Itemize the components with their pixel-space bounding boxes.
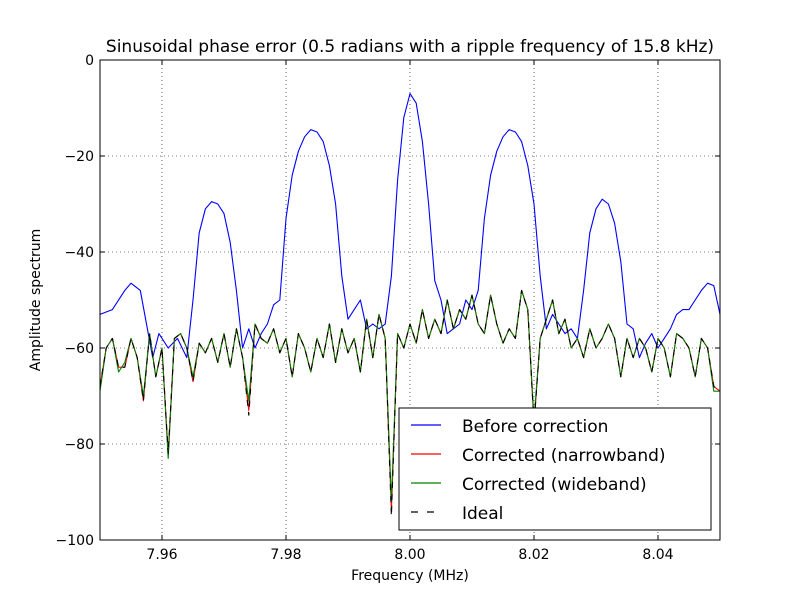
legend-label-1: Corrected (narrowband): [462, 446, 666, 466]
series-line-3: [100, 289, 720, 517]
x-tick-label: 8.00: [394, 547, 425, 563]
x-tick-label: 7.98: [270, 547, 301, 563]
y-tick-label: −80: [64, 437, 94, 453]
y-tick-label: −100: [56, 533, 94, 549]
x-tick-label: 7.96: [146, 547, 177, 563]
x-axis-label: Frequency (MHz): [351, 568, 469, 584]
series-line-0: [100, 93, 720, 359]
x-tick-label: 8.02: [518, 547, 549, 563]
y-tick-label: −40: [64, 245, 94, 261]
legend: Before correction Corrected (narrowband) C…: [398, 407, 712, 531]
y-tick-label: 0: [85, 53, 94, 69]
legend-box: [398, 407, 712, 531]
x-tick-label: 8.04: [642, 547, 673, 563]
legend-label-3: Ideal: [462, 504, 503, 524]
ticks: 7.96 7.98 8.00 8.02 8.04 0 −20 −40 −60 −80 −100: [56, 53, 720, 563]
y-tick-label: −60: [64, 341, 94, 357]
y-tick-label: −20: [64, 149, 94, 165]
series-layer: [100, 93, 720, 517]
y-axis-label: Amplitude spectrum: [28, 229, 44, 371]
chart-title: Sinusoidal phase error (0.5 radians with…: [106, 37, 714, 57]
legend-label-0: Before correction: [462, 417, 608, 437]
legend-label-2: Corrected (wideband): [462, 475, 647, 495]
